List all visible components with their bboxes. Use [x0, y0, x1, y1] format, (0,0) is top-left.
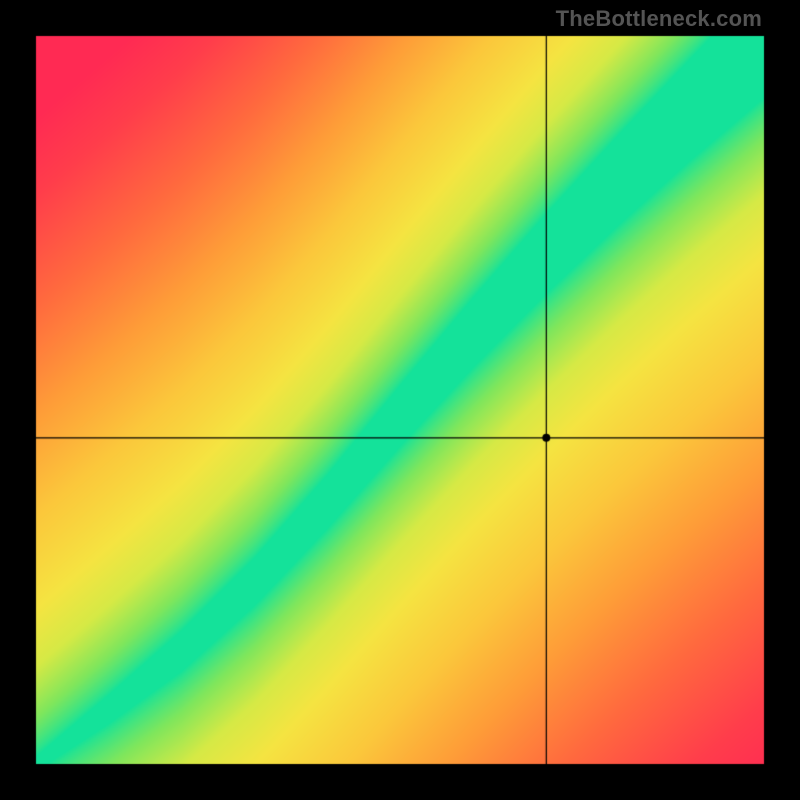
bottleneck-heatmap — [0, 0, 800, 800]
watermark-text: TheBottleneck.com — [556, 6, 762, 32]
chart-container: TheBottleneck.com — [0, 0, 800, 800]
